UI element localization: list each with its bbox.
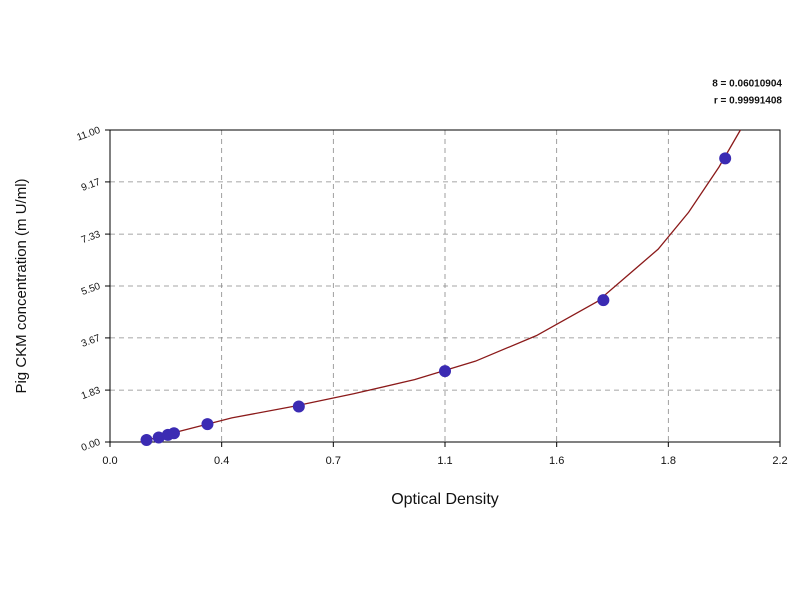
y-axis-label: Pig CKM concentration (m U/ml): [13, 178, 30, 393]
y-tick-label: 9.17: [80, 177, 102, 194]
x-tick-label: 1.8: [661, 455, 676, 467]
data-point: [597, 294, 610, 307]
y-tick-label: 7.33: [80, 229, 102, 246]
data-point: [292, 400, 305, 413]
y-tick-label: 1.83: [80, 385, 102, 402]
y-tick-label: 3.67: [80, 333, 102, 350]
x-tick-label: 0.4: [214, 455, 229, 467]
y-tick-label: 11.00: [75, 125, 102, 144]
x-axis-label: Optical Density: [391, 491, 499, 508]
fit-curve: [140, 129, 741, 443]
x-tick-label: 1.1: [437, 455, 452, 467]
y-tick-label: 0.00: [80, 437, 102, 454]
x-tick-label: 2.2: [772, 455, 787, 467]
data-point: [167, 427, 180, 440]
plot-frame: [109, 129, 781, 443]
annotation: r = 0.99991408: [714, 96, 783, 107]
data-point: [439, 365, 451, 378]
data-point: [140, 434, 153, 447]
x-tick-label: 1.6: [549, 455, 564, 467]
x-tick-label: 0.0: [102, 455, 117, 467]
annotation: 8 = 0.06010904: [712, 79, 782, 90]
x-tick-label: 0.7: [326, 455, 341, 467]
data-point: [719, 152, 732, 165]
y-tick-label: 5.50: [80, 281, 102, 298]
data-point: [152, 431, 165, 444]
data-point: [201, 418, 214, 431]
